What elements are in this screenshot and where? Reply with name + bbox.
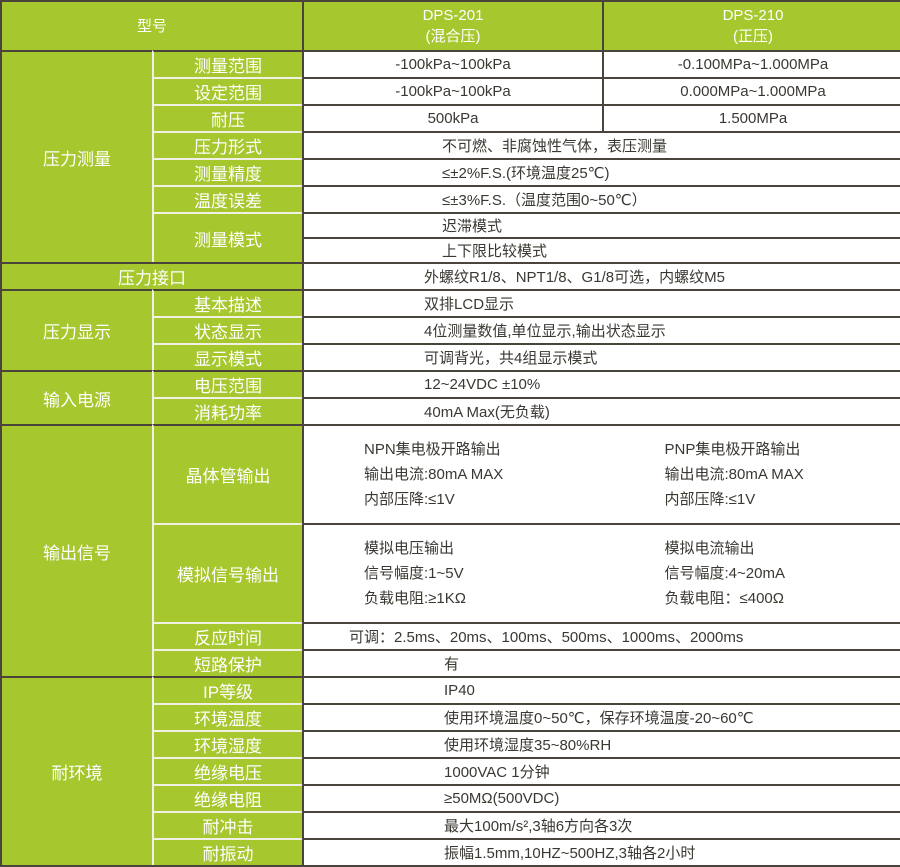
row-measure-mode-2: 上下限比较模式 xyxy=(2,237,900,262)
value-ambient-temp: 使用环境温度0~50℃，保存环境温度-20~60℃ xyxy=(302,703,900,730)
label-response-time: 反应时间 xyxy=(152,622,303,649)
label-short-circuit: 短路保护 xyxy=(152,649,303,676)
row-insulation-voltage: 绝缘电压 1000VAC 1分钟 xyxy=(2,757,900,784)
row-display-mode: 显示模式 可调背光，共4组显示模式 xyxy=(2,343,900,370)
analog-output-dps201: 模拟电压输出 信号幅度:1~5V 负载电阻:≥1KΩ xyxy=(364,540,466,607)
label-basic-display: 基本描述 xyxy=(152,289,303,316)
label-voltage-range: 电压范围 xyxy=(152,370,303,397)
value-insulation-resistance: ≥50MΩ(500VDC) xyxy=(302,784,900,811)
row-status-display: 状态显示 4位测量数值,单位显示,输出状态显示 xyxy=(2,316,900,343)
table-header-row: 型号 DPS-201 (混合压) DPS-210 (正压) xyxy=(2,2,900,50)
value-accuracy: ≤±2%F.S.(环境温度25℃) xyxy=(302,158,900,185)
category-pressure-display: 压力显示 xyxy=(2,289,152,370)
row-power-consumption: 消耗功率 40mA Max(无负载) xyxy=(2,397,900,424)
value-status-display: 4位测量数值,单位显示,输出状态显示 xyxy=(302,316,900,343)
value-pressure-port: 外螺纹R1/8、NPT1/8、G1/8可选，内螺纹M5 xyxy=(302,262,900,289)
row-ip-rating: 耐环境 IP等级 IP40 xyxy=(2,676,900,865)
label-measuring-range: 测量范围 xyxy=(152,50,303,77)
analog-output-dps210: 模拟电流输出 信号幅度:4~20mA 负载电阻：≤400Ω xyxy=(664,540,785,607)
row-measure-mode-1: 测量模式 迟滞模式 xyxy=(2,212,900,262)
value-ambient-humidity: 使用环境湿度35~80%RH xyxy=(302,730,900,757)
row-analog-output: 模拟信号输出 模拟电压输出 信号幅度:1~5V 负载电阻:≥1KΩ 模拟电流输出… xyxy=(2,523,900,622)
label-analog-output: 模拟信号输出 xyxy=(152,523,303,622)
value-vibration-resistance: 振幅1.5mm,10HZ~500HZ,3轴各2小时 xyxy=(302,838,900,865)
label-proof-pressure: 耐压 xyxy=(152,104,303,131)
label-insulation-resistance: 绝缘电阻 xyxy=(152,784,303,811)
row-ambient-humidity: 环境湿度 使用环境湿度35~80%RH xyxy=(2,730,900,757)
label-accuracy: 测量精度 xyxy=(152,158,303,185)
value-analog-output: 模拟电压输出 信号幅度:1~5V 负载电阻:≥1KΩ 模拟电流输出 信号幅度:4… xyxy=(302,523,900,622)
dps201-model: DPS-201 xyxy=(422,7,484,24)
row-accuracy: 测量精度 ≤±2%F.S.(环境温度25℃) xyxy=(2,158,900,185)
value-response-time: 可调：2.5ms、20ms、100ms、500ms、1000ms、2000ms xyxy=(302,622,900,649)
row-ambient-temp: 环境温度 使用环境温度0~50℃，保存环境温度-20~60℃ xyxy=(2,703,900,730)
category-input-power: 输入电源 xyxy=(2,370,152,424)
dps210-model: DPS-210 xyxy=(722,7,784,24)
transistor-output-dps201: NPN集电极开路输出 输出电流:80mA MAX 内部压降:≤1V xyxy=(364,441,504,508)
label-measure-mode: 测量模式 xyxy=(152,212,303,262)
value-proof-pressure-dps201: 500kPa xyxy=(302,104,603,131)
value-proof-pressure-dps210: 1.500MPa xyxy=(602,104,900,131)
label-temp-error: 温度误差 xyxy=(152,185,303,212)
row-setting-range: 设定范围 -100kPa~100kPa 0.000MPa~1.000MPa xyxy=(2,77,900,104)
value-display-mode: 可调背光，共4组显示模式 xyxy=(302,343,900,370)
label-insulation-voltage: 绝缘电压 xyxy=(152,757,303,784)
value-pressure-type: 不可燃、非腐蚀性气体，表压测量 xyxy=(302,131,900,158)
label-vibration-resistance: 耐振动 xyxy=(152,838,303,865)
value-ip-rating: IP40 xyxy=(302,676,900,703)
value-transistor-output: NPN集电极开路输出 输出电流:80mA MAX 内部压降:≤1V PNP集电极… xyxy=(302,424,900,523)
transistor-output-dps210: PNP集电极开路输出 输出电流:80mA MAX 内部压降:≤1V xyxy=(664,441,804,508)
row-insulation-resistance: 绝缘电阻 ≥50MΩ(500VDC) xyxy=(2,784,900,811)
value-power-consumption: 40mA Max(无负载) xyxy=(302,397,900,424)
label-display-mode: 显示模式 xyxy=(152,343,303,370)
dps201-variant: (混合压) xyxy=(425,28,481,45)
value-temp-error: ≤±3%F.S.（温度范围0~50℃） xyxy=(302,185,900,212)
dps210-header-cell: DPS-210 (正压) xyxy=(602,2,900,50)
row-pressure-port: 压力接口 外螺纹R1/8、NPT1/8、G1/8可选，内螺纹M5 xyxy=(2,262,900,289)
value-measure-mode-compare: 上下限比较模式 xyxy=(302,237,900,262)
row-voltage-range: 输入电源 电压范围 12~24VDC ±10% xyxy=(2,370,900,424)
label-power-consumption: 消耗功率 xyxy=(152,397,303,424)
label-ambient-temp: 环境温度 xyxy=(152,703,303,730)
value-voltage-range: 12~24VDC ±10% xyxy=(302,370,900,397)
row-response-time: 反应时间 可调：2.5ms、20ms、100ms、500ms、1000ms、20… xyxy=(2,622,900,649)
row-short-circuit: 短路保护 有 xyxy=(2,649,900,676)
value-measuring-range-dps210: -0.100MPa~1.000MPa xyxy=(602,50,900,77)
category-environment: 耐环境 xyxy=(2,676,152,865)
label-pressure-type: 压力形式 xyxy=(152,131,303,158)
row-proof-pressure: 耐压 500kPa 1.500MPa xyxy=(2,104,900,131)
label-setting-range: 设定范围 xyxy=(152,77,303,104)
category-output-signal: 输出信号 xyxy=(2,424,152,676)
label-ip-rating: IP等级 xyxy=(152,676,303,703)
category-pressure-port: 压力接口 xyxy=(2,262,303,289)
row-temp-error: 温度误差 ≤±3%F.S.（温度范围0~50℃） xyxy=(2,185,900,212)
row-pressure-type: 压力形式 不可燃、非腐蚀性气体，表压测量 xyxy=(2,131,900,158)
model-header-cell: 型号 xyxy=(2,2,303,50)
label-ambient-humidity: 环境湿度 xyxy=(152,730,303,757)
category-pressure-measure: 压力测量 xyxy=(2,50,152,262)
value-short-circuit: 有 xyxy=(302,649,900,676)
label-status-display: 状态显示 xyxy=(152,316,303,343)
dps201-header-cell: DPS-201 (混合压) xyxy=(302,2,603,50)
value-basic-display: 双排LCD显示 xyxy=(302,289,900,316)
value-setting-range-dps210: 0.000MPa~1.000MPa xyxy=(602,77,900,104)
dps210-variant: (正压) xyxy=(733,28,774,45)
row-basic-display: 压力显示 基本描述 双排LCD显示 xyxy=(2,289,900,370)
value-measure-mode-hysteresis: 迟滞模式 xyxy=(302,212,900,237)
value-measuring-range-dps201: -100kPa~100kPa xyxy=(302,50,603,77)
value-setting-range-dps201: -100kPa~100kPa xyxy=(302,77,603,104)
label-transistor-output: 晶体管输出 xyxy=(152,424,303,523)
value-insulation-voltage: 1000VAC 1分钟 xyxy=(302,757,900,784)
row-measuring-range: 压力测量 测量范围 -100kPa~100kPa -0.100MPa~1.000… xyxy=(2,50,900,262)
row-transistor-output: 输出信号 晶体管输出 NPN集电极开路输出 输出电流:80mA MAX 内部压降… xyxy=(2,424,900,676)
